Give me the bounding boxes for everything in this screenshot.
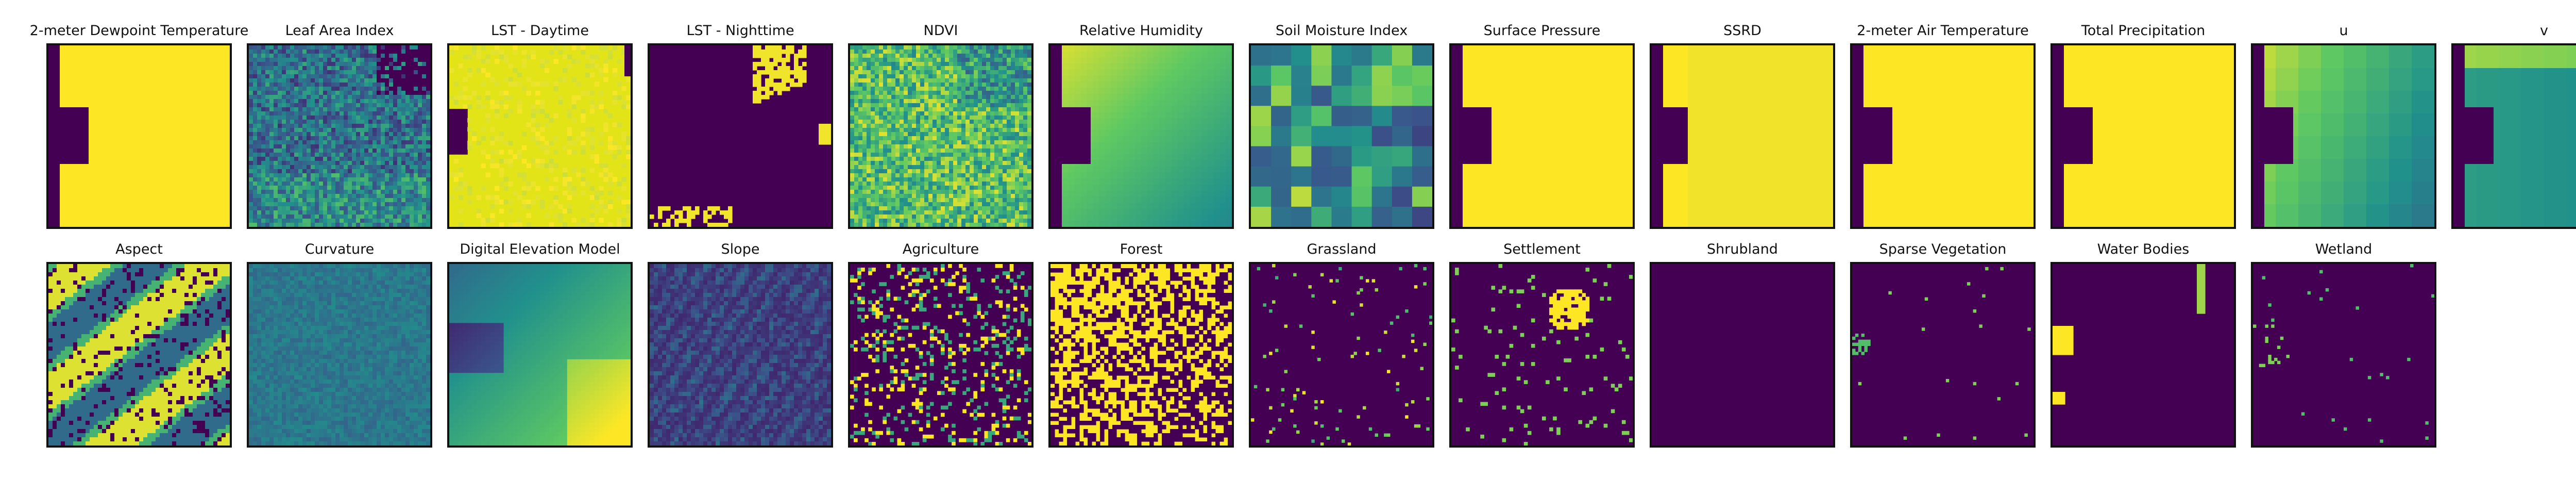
raster-image <box>2451 43 2576 229</box>
raster-image <box>1048 43 1234 229</box>
panel-title: Wetland <box>2315 241 2372 257</box>
raster-svg <box>850 264 1031 446</box>
panel-title: u <box>2339 23 2348 39</box>
raster-svg <box>449 45 631 227</box>
raster-image <box>2050 43 2236 229</box>
raster-svg <box>850 45 1031 227</box>
raster-svg <box>1451 264 1633 446</box>
no-data-strip <box>2453 45 2465 227</box>
raster-image <box>2251 262 2436 448</box>
panel-title: Leaf Area Index <box>285 23 394 39</box>
raster-svg <box>1050 264 1232 446</box>
no-data-notch <box>1863 107 1892 164</box>
panel-title: Soil Moisture Index <box>1275 23 1408 39</box>
raster-svg <box>2253 45 2434 227</box>
raster-svg <box>2253 264 2434 446</box>
raster-svg <box>650 45 831 227</box>
raster-image <box>1850 262 2036 448</box>
panel-title: Water Bodies <box>2097 241 2190 257</box>
raster-svg <box>1852 45 2033 227</box>
raster-svg <box>650 264 831 446</box>
raster-image <box>2251 43 2436 229</box>
panel-title: NDVI <box>923 23 958 39</box>
no-data-strip <box>1050 45 1062 227</box>
raster-image <box>447 262 633 448</box>
data-field <box>1852 264 2033 446</box>
raster-svg <box>1251 264 1432 446</box>
raster-image <box>1249 43 1434 229</box>
panel-title: Grassland <box>1307 241 1377 257</box>
panel-title: Shrubland <box>1707 241 1778 257</box>
data-field <box>1251 264 1432 446</box>
raster-svg <box>2053 264 2234 446</box>
panel-title: Slope <box>721 241 760 257</box>
no-data-strip <box>2253 45 2264 227</box>
raster-image <box>447 43 633 229</box>
raster-image <box>1650 262 1835 448</box>
raster-image <box>2050 262 2236 448</box>
raster-image <box>46 262 232 448</box>
raster-image <box>1449 262 1635 448</box>
raster-svg <box>48 264 230 446</box>
no-data-strip <box>2053 45 2064 227</box>
panel-title: Relative Humidity <box>1079 23 1203 39</box>
raster-image <box>1449 43 1635 229</box>
raster-image <box>848 262 1033 448</box>
raster-svg <box>2453 45 2576 227</box>
data-field <box>1652 264 1833 446</box>
raster-image <box>648 262 833 448</box>
raster-image <box>247 43 432 229</box>
raster-image <box>46 43 232 229</box>
panel-title: Curvature <box>304 241 375 257</box>
panel-title: v <box>2540 23 2548 39</box>
panel-title: Settlement <box>1503 241 1581 257</box>
panel-title: SSRD <box>1723 23 1761 39</box>
panel-title: 2-meter Dewpoint Temperature <box>29 23 249 39</box>
raster-svg <box>2053 45 2234 227</box>
data-field <box>2053 264 2234 446</box>
data-field <box>2253 264 2434 446</box>
raster-image <box>1850 43 2036 229</box>
panel-title: Agriculture <box>902 241 979 257</box>
panel-title: Surface Pressure <box>1483 23 1601 39</box>
no-data-notch <box>2064 107 2093 164</box>
panel-title: Aspect <box>115 241 163 257</box>
raster-svg <box>1251 45 1432 227</box>
raster-svg <box>1050 45 1232 227</box>
raster-image <box>1048 262 1234 448</box>
no-data-notch <box>1463 107 1492 164</box>
no-data-strip <box>1652 45 1663 227</box>
raster-image <box>1650 43 1835 229</box>
no-data-notch <box>2264 107 2293 164</box>
raster-svg <box>1852 264 2033 446</box>
data-field-shade <box>1688 45 1833 227</box>
panel-title: Sparse Vegetation <box>1879 241 2007 257</box>
no-data-strip <box>1451 45 1463 227</box>
no-data-notch <box>1062 107 1091 164</box>
no-data-notch <box>1663 107 1692 164</box>
raster-image <box>848 43 1033 229</box>
raster-image <box>247 262 432 448</box>
panel-title: 2-meter Air Temperature <box>1857 23 2029 39</box>
panel-title: LST - Nighttime <box>686 23 794 39</box>
panel-title: Total Precipitation <box>2081 23 2206 39</box>
no-data-edge <box>624 45 631 76</box>
raster-svg <box>1652 45 1833 227</box>
no-data-strip <box>1852 45 1863 227</box>
raster-svg <box>1451 45 1633 227</box>
raster-svg <box>449 264 631 446</box>
no-data-strip <box>48 45 60 227</box>
raster-image <box>648 43 833 229</box>
raster-svg <box>249 45 430 227</box>
raster-svg <box>48 45 230 227</box>
panel-title: Forest <box>1120 241 1163 257</box>
raster-image <box>1249 262 1434 448</box>
no-data-notch <box>2465 107 2494 164</box>
raster-svg <box>1652 264 1833 446</box>
panel-title: Digital Elevation Model <box>460 241 620 257</box>
panel-title: LST - Daytime <box>491 23 589 39</box>
raster-svg <box>249 264 430 446</box>
no-data-notch <box>60 107 89 164</box>
